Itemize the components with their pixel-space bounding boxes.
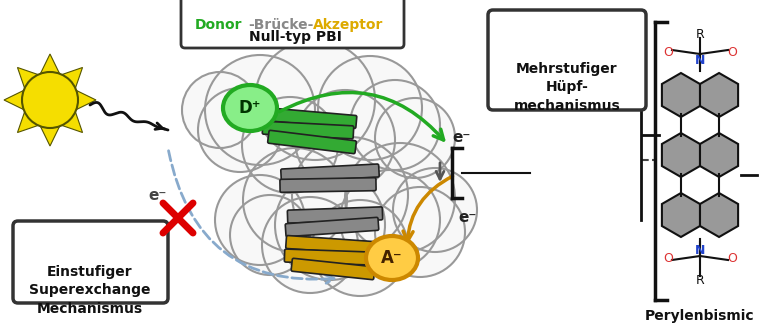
FancyArrowPatch shape (168, 151, 334, 283)
Text: e⁻: e⁻ (458, 210, 477, 225)
Ellipse shape (366, 236, 418, 280)
Circle shape (182, 72, 258, 148)
Polygon shape (662, 193, 700, 237)
Text: Donor: Donor (195, 18, 243, 32)
Polygon shape (17, 68, 38, 88)
FancyBboxPatch shape (262, 121, 353, 139)
Polygon shape (17, 112, 38, 132)
FancyArrowPatch shape (403, 176, 452, 241)
FancyBboxPatch shape (291, 258, 375, 280)
Polygon shape (662, 133, 700, 177)
Polygon shape (76, 90, 96, 110)
Circle shape (275, 170, 385, 280)
FancyBboxPatch shape (13, 221, 168, 303)
Circle shape (393, 168, 477, 252)
Circle shape (345, 143, 455, 253)
Polygon shape (4, 90, 23, 110)
FancyBboxPatch shape (285, 249, 370, 265)
Circle shape (375, 98, 455, 178)
FancyBboxPatch shape (287, 207, 383, 223)
Circle shape (230, 195, 310, 275)
Text: D⁺: D⁺ (239, 99, 261, 117)
Circle shape (375, 187, 465, 277)
Text: R: R (696, 274, 704, 287)
Polygon shape (62, 112, 83, 132)
Text: A⁻: A⁻ (381, 249, 402, 267)
Circle shape (262, 197, 358, 293)
FancyBboxPatch shape (285, 236, 374, 254)
Text: N: N (695, 53, 705, 67)
Text: Perylenbismic: Perylenbismic (645, 309, 755, 323)
FancyBboxPatch shape (263, 108, 356, 128)
Circle shape (242, 97, 338, 193)
Circle shape (205, 55, 315, 165)
FancyBboxPatch shape (268, 130, 356, 154)
Circle shape (292, 137, 408, 253)
Circle shape (318, 56, 422, 160)
Polygon shape (62, 68, 83, 88)
Circle shape (243, 148, 347, 252)
Text: Mehrstufiger
Hüpf-
mechanismus: Mehrstufiger Hüpf- mechanismus (513, 62, 620, 113)
Text: Akzeptor: Akzeptor (313, 18, 384, 32)
Text: Einstufiger
Superexchange
Mechanismus: Einstufiger Superexchange Mechanismus (30, 265, 151, 316)
Text: Null-typ PBI: Null-typ PBI (249, 30, 342, 44)
Circle shape (198, 88, 282, 172)
Circle shape (350, 80, 440, 170)
Polygon shape (41, 54, 59, 74)
Text: e⁻: e⁻ (452, 130, 470, 145)
Polygon shape (700, 193, 738, 237)
Ellipse shape (223, 85, 277, 131)
FancyBboxPatch shape (181, 0, 404, 48)
Circle shape (22, 72, 78, 128)
FancyBboxPatch shape (488, 10, 646, 110)
Text: e⁻: e⁻ (148, 187, 166, 203)
FancyBboxPatch shape (281, 164, 379, 182)
Circle shape (312, 200, 408, 296)
Polygon shape (700, 133, 738, 177)
FancyArrowPatch shape (279, 92, 444, 140)
Text: O: O (727, 45, 737, 58)
Text: O: O (663, 252, 673, 264)
Circle shape (255, 40, 375, 160)
Circle shape (295, 90, 395, 190)
Polygon shape (662, 73, 700, 117)
FancyBboxPatch shape (280, 178, 376, 192)
Text: -Brücke-: -Brücke- (248, 18, 314, 32)
Circle shape (340, 170, 440, 270)
FancyBboxPatch shape (285, 217, 379, 237)
Text: O: O (663, 45, 673, 58)
Text: O: O (727, 252, 737, 264)
Text: R: R (696, 29, 704, 42)
Circle shape (215, 175, 305, 265)
Polygon shape (700, 73, 738, 117)
Polygon shape (41, 126, 59, 146)
Text: N: N (695, 244, 705, 256)
